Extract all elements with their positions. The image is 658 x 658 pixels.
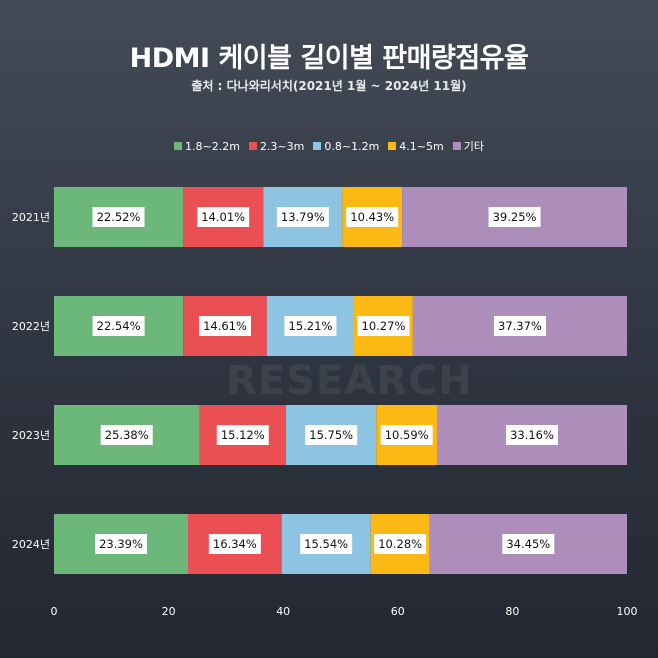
data-label-box <box>300 534 353 554</box>
data-label-box <box>305 425 358 445</box>
data-label: 16.34% <box>213 537 257 551</box>
data-label-box <box>276 207 329 227</box>
data-label-box <box>374 534 427 554</box>
legend-swatch <box>248 142 257 150</box>
y-tick-label: 2023년 <box>12 429 50 442</box>
y-tick-label: 2022년 <box>12 320 50 333</box>
legend-item: 0.8~1.2m <box>313 138 379 154</box>
data-label-box <box>502 534 555 554</box>
x-tick-label: 80 <box>505 605 519 618</box>
legend-item: 기타 <box>452 138 484 154</box>
x-tick-label: 100 <box>617 605 638 618</box>
legend-label: 기타 <box>463 140 484 153</box>
data-label-box <box>199 316 252 336</box>
data-label-box <box>505 425 558 445</box>
x-tick-label: 20 <box>162 605 176 618</box>
data-label-box <box>380 425 433 445</box>
legend-item: 2.3~3m <box>248 138 305 154</box>
data-label-box <box>92 207 145 227</box>
data-label: 39.25% <box>493 210 537 224</box>
legend-item: 1.8~2.2m <box>174 138 240 154</box>
x-tick-label: 0 <box>51 605 58 618</box>
data-label-box <box>92 316 145 336</box>
data-label-box <box>208 534 261 554</box>
y-tick-label: 2021년 <box>12 211 50 224</box>
legend-item: 4.1~5m <box>388 138 444 154</box>
data-label: 25.38% <box>105 428 149 442</box>
data-label: 15.21% <box>289 319 333 333</box>
x-tick-label: 40 <box>276 605 290 618</box>
legend-label: 0.8~1.2m <box>324 139 380 153</box>
data-label-box <box>284 316 337 336</box>
legend-label: 1.8~2.2m <box>185 139 240 153</box>
legend: 1.8~2.2m 2.3~3m 0.8~1.2m 4.1~5m 기타 <box>0 138 658 154</box>
data-label-box <box>216 425 269 445</box>
data-label: 37.37% <box>498 319 542 333</box>
data-label-box <box>197 207 250 227</box>
data-label: 10.43% <box>350 210 394 224</box>
data-label: 10.28% <box>378 537 422 551</box>
data-label: 22.52% <box>97 210 141 224</box>
data-label: 15.54% <box>304 537 348 551</box>
data-label: 10.27% <box>362 319 406 333</box>
data-label: 23.39% <box>99 537 143 551</box>
data-label: 33.16% <box>510 428 554 442</box>
data-label-box <box>357 316 410 336</box>
data-label: 10.59% <box>385 428 429 442</box>
legend-swatch <box>452 142 461 150</box>
x-tick-label: 60 <box>391 605 405 618</box>
data-label-box <box>95 534 148 554</box>
legend-swatch <box>174 142 183 150</box>
data-label-box <box>100 425 153 445</box>
chart-subtitle: 출처 : 다나와리서치(2021년 1월 ~ 2024년 11월) <box>191 79 467 93</box>
legend-swatch <box>388 142 397 150</box>
chart-title: HDMI 케이블 길이별 판매량점유율 <box>129 43 529 74</box>
legend-label: 4.1~5m <box>399 139 444 153</box>
data-label: 13.79% <box>281 210 325 224</box>
data-label: 22.54% <box>97 319 141 333</box>
watermark: RESEARCH <box>226 358 473 404</box>
data-label: 34.45% <box>506 537 550 551</box>
data-label: 14.61% <box>203 319 247 333</box>
data-label-box <box>488 207 541 227</box>
data-label: 15.75% <box>309 428 353 442</box>
data-label: 14.01% <box>201 210 245 224</box>
legend-swatch <box>313 142 322 150</box>
data-label-box <box>493 316 546 336</box>
data-label: 15.12% <box>221 428 265 442</box>
y-tick-label: 2024년 <box>12 538 50 551</box>
legend-label: 2.3~3m <box>259 139 305 153</box>
data-label-box <box>346 207 399 227</box>
